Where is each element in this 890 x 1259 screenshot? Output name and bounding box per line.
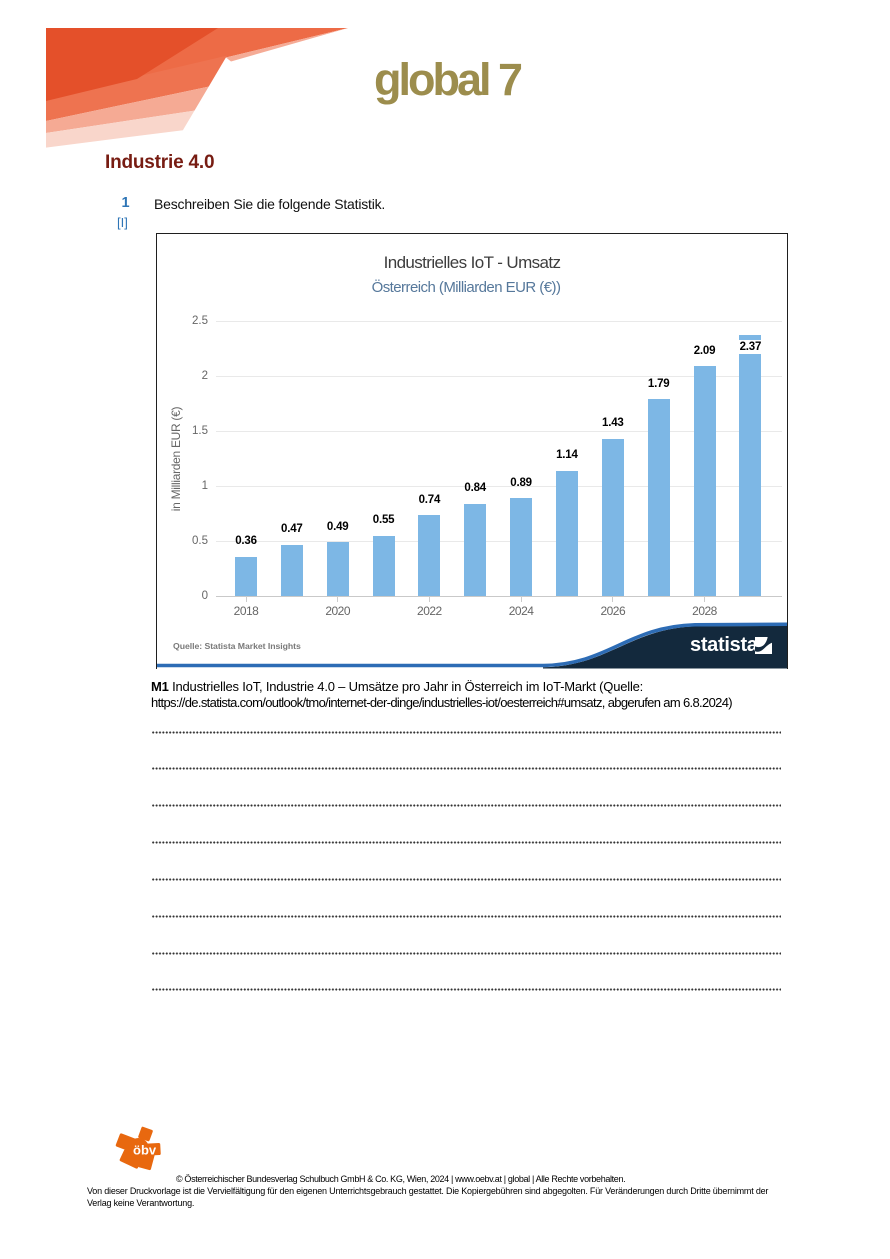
svg-text:öbv: öbv [133,1143,157,1158]
